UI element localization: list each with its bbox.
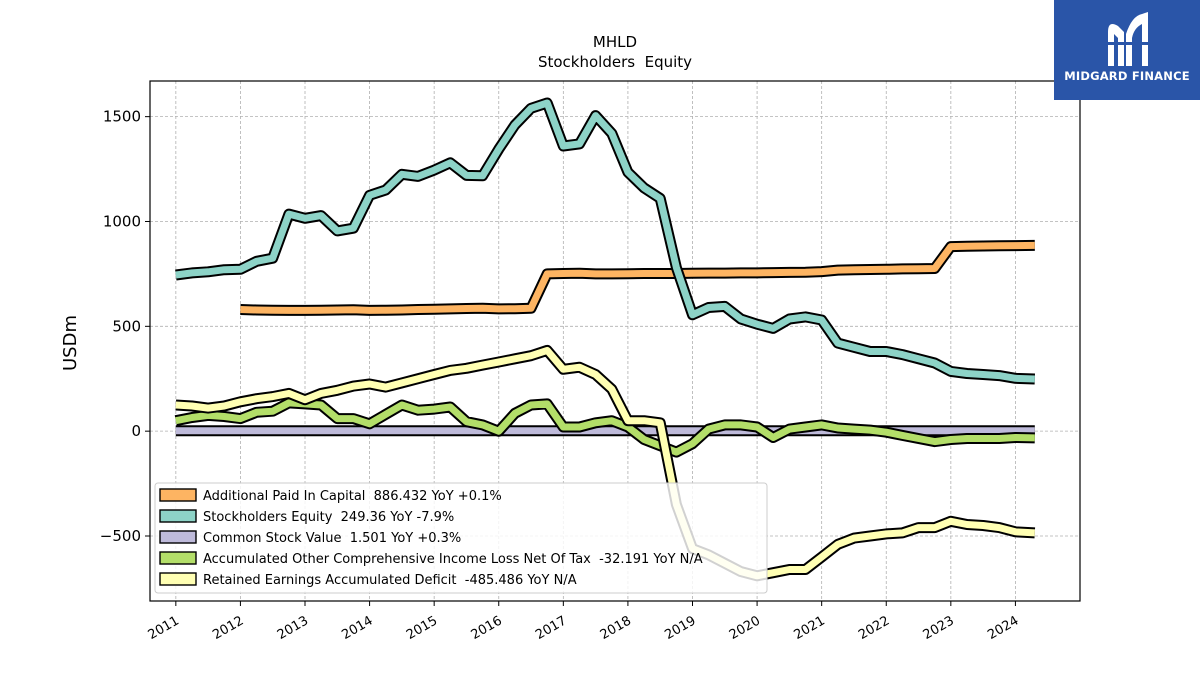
y-tick-label: −500 (100, 527, 141, 545)
series-line-2 (175, 97, 1035, 385)
x-tick-label: 2018 (598, 613, 634, 643)
legend-swatch (159, 488, 197, 502)
legend-label: Common Stock Value 1.501 YoY +0.3% (203, 531, 461, 546)
legend-label: Stockholders Equity 249.36 YoY -7.9% (203, 510, 454, 525)
y-tick-label: 500 (112, 317, 141, 335)
x-tick-label: 2012 (210, 613, 246, 643)
series-stroke (240, 241, 1035, 314)
y-tick-label: 1000 (103, 212, 141, 230)
legend-swatch (159, 551, 197, 565)
plot-frame (149, 80, 1081, 602)
x-tick-label: 2020 (727, 613, 763, 643)
legend-swatch (159, 530, 197, 544)
legend-label: Accumulated Other Comprehensive Income L… (203, 552, 703, 567)
legend: Additional Paid In Capital 886.432 YoY +… (154, 482, 768, 594)
series-outline (240, 239, 1035, 316)
x-tick-label: 2015 (404, 613, 440, 643)
x-tick-label: 2022 (856, 613, 892, 643)
midgard-m-icon (1104, 12, 1150, 66)
midgard-finance-logo: MIDGARD FINANCE (1054, 0, 1200, 100)
series-line-4 (174, 397, 1035, 458)
y-axis-label: USDm (60, 315, 81, 371)
series-stroke (175, 399, 1035, 456)
legend-swatch (159, 572, 197, 586)
series-line-5 (175, 344, 1036, 582)
x-tick-label: 2014 (339, 613, 375, 643)
logo-text: MIDGARD FINANCE (1064, 69, 1190, 83)
x-tick-label: 2011 (146, 613, 182, 643)
x-tick-label: 2019 (662, 613, 698, 643)
x-tick-label: 2017 (533, 613, 569, 643)
x-tick-label: 2023 (921, 613, 957, 643)
chart-subtitle: Stockholders Equity (538, 53, 692, 71)
x-tick-label: 2024 (985, 613, 1021, 643)
y-tick-label: 1500 (103, 108, 141, 126)
legend-label: Retained Earnings Accumulated Deficit -4… (203, 573, 577, 588)
y-tick-label: 0 (131, 422, 141, 440)
legend-box (154, 482, 768, 594)
series-stroke (175, 99, 1035, 383)
x-tick-label: 2013 (275, 613, 311, 643)
x-tick-label: 2021 (792, 613, 828, 643)
series-stroke (175, 346, 1035, 580)
chart-title: MHLD (593, 33, 637, 51)
legend-swatch (159, 509, 197, 523)
x-tick-label: 2016 (469, 613, 505, 643)
series-line-1 (240, 239, 1035, 316)
legend-label: Additional Paid In Capital 886.432 YoY +… (203, 489, 502, 504)
series-layer (174, 97, 1036, 582)
